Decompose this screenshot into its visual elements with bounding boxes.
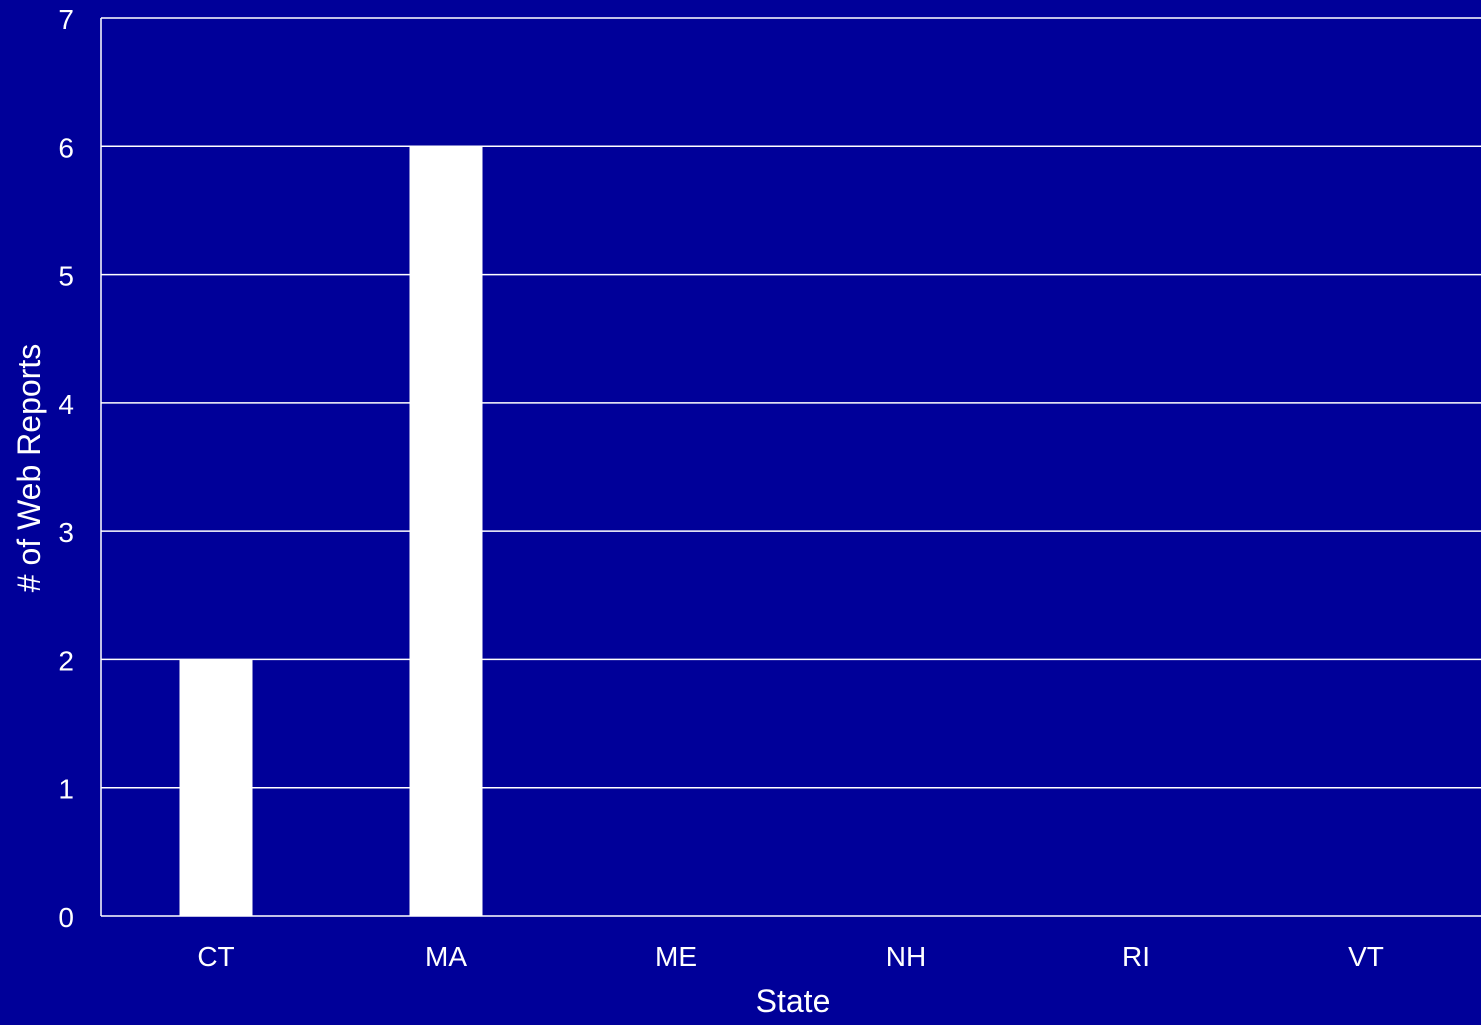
axes <box>100 18 1481 917</box>
x-tick-label-NH: NH <box>886 941 926 972</box>
y-tick-label-1: 1 <box>58 774 74 805</box>
bar-MA <box>409 146 483 917</box>
y-tick-label-0: 0 <box>58 902 74 933</box>
grid-lines <box>101 17 1481 789</box>
y-tick-label-6: 6 <box>58 132 74 163</box>
y-tick-label-4: 4 <box>58 389 74 420</box>
x-tick-labels: CT MA ME NH RI VT <box>197 941 1384 972</box>
x-tick-label-MA: MA <box>425 941 467 972</box>
x-tick-label-RI: RI <box>1122 941 1150 972</box>
y-tick-label-3: 3 <box>58 517 74 548</box>
bars <box>179 146 483 917</box>
y-tick-labels: 0 1 2 3 4 5 6 7 <box>58 4 74 933</box>
y-axis-label: # of Web Reports <box>11 344 47 592</box>
y-tick-label-5: 5 <box>58 261 74 292</box>
y-tick-label-2: 2 <box>58 645 74 676</box>
x-tick-label-CT: CT <box>197 941 234 972</box>
x-tick-label-VT: VT <box>1348 941 1384 972</box>
bar-CT <box>179 659 253 916</box>
y-tick-label-7: 7 <box>58 4 74 35</box>
x-axis-label: State <box>756 983 831 1019</box>
x-tick-label-ME: ME <box>655 941 697 972</box>
